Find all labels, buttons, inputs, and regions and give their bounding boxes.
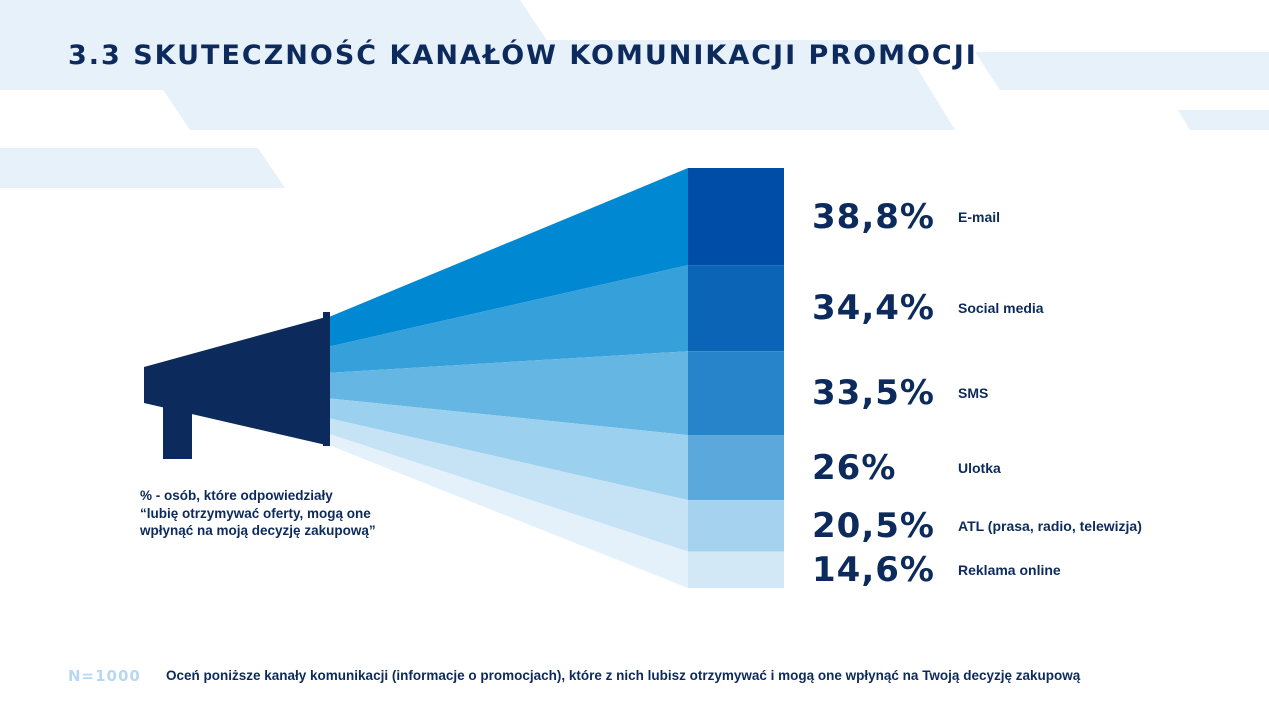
- value-label: 26%: [812, 447, 897, 488]
- bg-shape-top-band: [130, 40, 955, 130]
- bg-shape-right-small: [1178, 110, 1269, 130]
- category-label: SMS: [958, 385, 989, 402]
- value-block: [688, 551, 784, 588]
- cone-segment: [329, 418, 688, 552]
- value-label: 33,5%: [812, 373, 935, 414]
- note-line: % - osób, które odpowiedziały: [140, 488, 333, 503]
- cone-segment: [329, 433, 688, 588]
- value-label: 20,5%: [812, 505, 935, 546]
- value-block: [688, 500, 784, 552]
- value-block: [688, 435, 784, 501]
- chart-note: % - osób, które odpowiedziały “lubię otr…: [140, 487, 400, 540]
- megaphone-icon: [144, 312, 330, 459]
- category-label: Reklama online: [958, 561, 1061, 578]
- value-block: [688, 351, 784, 436]
- cone-segment: [329, 265, 688, 373]
- cone-segment: [329, 168, 688, 347]
- value-blocks-group: [688, 168, 784, 588]
- bg-shape-left-band: [0, 148, 285, 188]
- cone-group: [329, 168, 688, 588]
- sample-size: N=1000: [68, 667, 141, 685]
- value-label: 38,8%: [812, 196, 935, 237]
- category-label: ATL (prasa, radio, telewizja): [958, 517, 1142, 534]
- cone-segment: [329, 351, 688, 436]
- value-block: [688, 265, 784, 352]
- bg-shape-top-right: [975, 52, 1269, 90]
- value-label: 34,4%: [812, 288, 935, 329]
- category-label: Ulotka: [958, 459, 1001, 476]
- note-line: “lubię otrzymywać oferty, mogą one: [140, 505, 371, 521]
- note-line: wpłynąć na moją decyzję zakupową”: [140, 523, 376, 538]
- megaphone-handle: [163, 403, 192, 459]
- survey-question: Oceń poniższe kanały komunikacji (inform…: [166, 668, 1081, 683]
- category-label: Social media: [958, 300, 1044, 317]
- value-block: [688, 168, 784, 266]
- value-label: 14,6%: [812, 549, 935, 590]
- megaphone-rim: [323, 312, 330, 446]
- category-label: E-mail: [958, 208, 1001, 225]
- cone-segment: [329, 398, 688, 501]
- page-title: 3.3 SKUTECZNOŚĆ KANAŁÓW KOMUNIKACJI PROM…: [68, 40, 978, 71]
